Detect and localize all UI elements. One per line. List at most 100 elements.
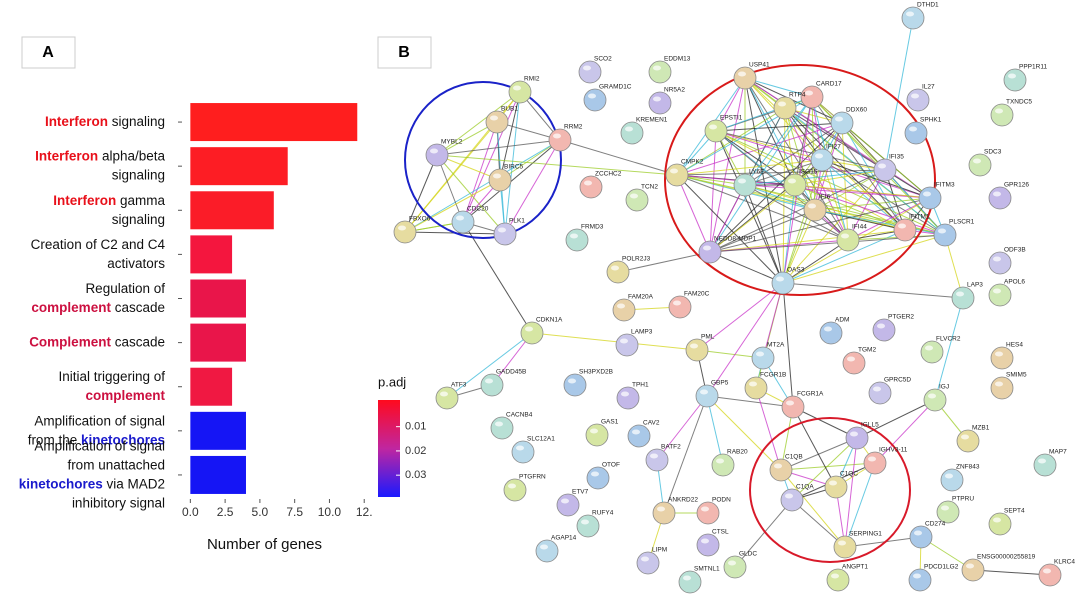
node-highlight [815,153,823,159]
node-label: SCO2 [594,56,612,63]
edge [676,174,746,186]
edge [715,96,813,132]
edge [782,229,906,284]
node-label: FRMD3 [581,224,604,231]
node-highlight [914,530,922,536]
node-label: TPH1 [632,382,649,389]
node [698,240,722,264]
node-label: BUB1 [501,106,518,113]
edge [504,139,561,235]
node-highlight [841,233,849,239]
node-label: FAM20C [684,291,710,298]
node [425,143,449,167]
node-label: RMI2 [524,76,540,83]
node-highlight [911,93,919,99]
node [893,218,917,242]
bar [190,147,288,186]
label-part: kinetochores [19,476,103,491]
label-part: signaling [112,167,165,182]
node [548,128,572,152]
node-highlight [838,540,846,546]
node-label: MZB1 [972,425,990,432]
node [648,60,672,84]
bar [190,411,246,450]
edge [794,169,886,186]
edge [676,174,711,253]
edge [811,96,931,199]
node-highlight [617,303,625,309]
network-groups [404,64,936,563]
node-label: CTSL [712,529,729,536]
edge [676,169,886,176]
node [956,429,980,453]
node-label: GADD45B [496,369,526,376]
node [780,488,804,512]
node-highlight [961,434,969,440]
node-label: RRM2 [564,124,583,131]
node-label: GAS1 [601,419,619,426]
label-part: complement [85,388,165,403]
node-label: RUFY4 [592,510,614,517]
node-label: ATF3 [451,382,467,389]
label-part: Regulation of [85,281,165,296]
node [781,395,805,419]
node [627,424,651,448]
category-label: Interferon alpha/beta [35,148,165,163]
edge [676,174,784,284]
node-label: ZCCHC2 [595,171,622,178]
colorbar-tick-label: 0.02 [405,445,426,457]
node-label: CMPK2 [681,159,704,166]
edge [744,184,849,241]
edge [934,297,964,401]
edge [780,462,876,471]
node-label: ADM [835,317,849,324]
edge [676,159,823,176]
edge [436,139,561,156]
node-highlight [923,191,931,197]
node-highlight [995,351,1003,357]
node-label: IGHV3-11 [879,447,908,454]
node-highlight [620,338,628,344]
node [606,260,630,284]
edge [531,332,698,351]
node-label: PTGER2 [888,314,914,321]
node-highlight [785,493,793,499]
node [733,173,757,197]
node-label: SERPING1 [849,531,882,538]
node-highlight [498,227,506,233]
node-label: FBXO6 [409,216,431,223]
label-part: gamma [116,192,165,207]
edge [709,251,784,284]
edge [782,159,823,284]
node-highlight [966,563,974,569]
node [563,373,587,397]
node [908,568,932,592]
edge [844,437,858,548]
node-highlight [973,158,981,164]
edge [709,209,816,253]
node-highlight [738,178,746,184]
edge [755,387,782,471]
edge [436,154,464,223]
node [873,158,897,182]
node-highlight [850,431,858,437]
node-label: FCGR1B [760,372,786,379]
node-label: AGAP14 [551,535,577,542]
bar [190,455,246,494]
node-label: LAMP3 [631,329,653,336]
node-highlight [898,223,906,229]
node [803,198,827,222]
edge [744,77,784,284]
node [863,451,887,475]
node-highlight [956,291,964,297]
node-label: ISG15 [799,169,818,176]
node-highlight [701,506,709,512]
edge [706,282,784,397]
edge [709,130,717,253]
node-label: PTGFRN [519,474,546,481]
node-highlight [641,556,649,562]
node-highlight [835,116,843,122]
node-highlight [625,126,633,132]
edge [715,130,886,171]
edge [715,122,843,132]
